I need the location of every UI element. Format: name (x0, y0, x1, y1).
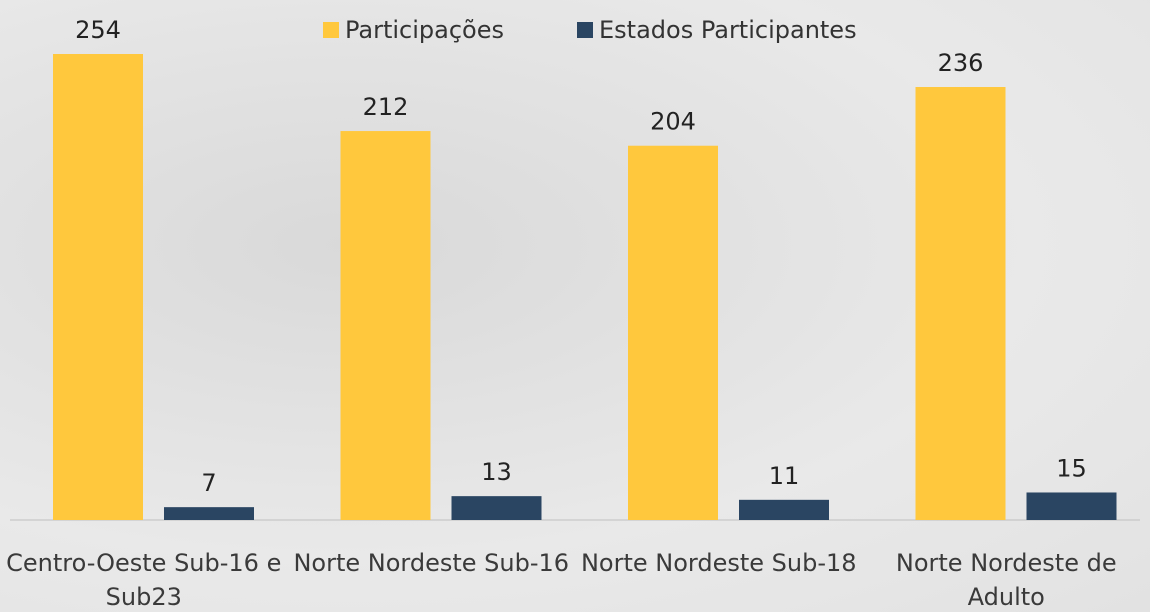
legend-swatch (577, 22, 593, 38)
category-label: Centro-Oeste Sub-16 e Sub23 (6, 549, 282, 611)
bar (915, 87, 1006, 520)
value-label: 7 (201, 469, 216, 497)
value-label: 212 (363, 93, 409, 121)
bar (340, 131, 431, 520)
bar (1026, 492, 1117, 520)
value-label: 204 (650, 108, 696, 136)
category-label: Norte Nordeste Sub-16 (293, 549, 570, 577)
bar (739, 499, 829, 520)
bar (53, 54, 143, 520)
value-label: 254 (75, 16, 121, 44)
bar (628, 145, 718, 520)
legend-label: Participações (345, 16, 504, 44)
bar (451, 496, 542, 520)
value-label: 15 (1056, 454, 1087, 482)
legend-swatch (323, 22, 339, 38)
legend-label: Estados Participantes (599, 16, 857, 44)
category-label: Norte Nordeste de Adulto (895, 549, 1117, 611)
value-label: 11 (769, 462, 800, 490)
value-label: 13 (481, 458, 512, 486)
value-label: 236 (938, 49, 984, 77)
bar (164, 507, 254, 520)
category-label: Norte Nordeste Sub-18 (580, 549, 857, 577)
